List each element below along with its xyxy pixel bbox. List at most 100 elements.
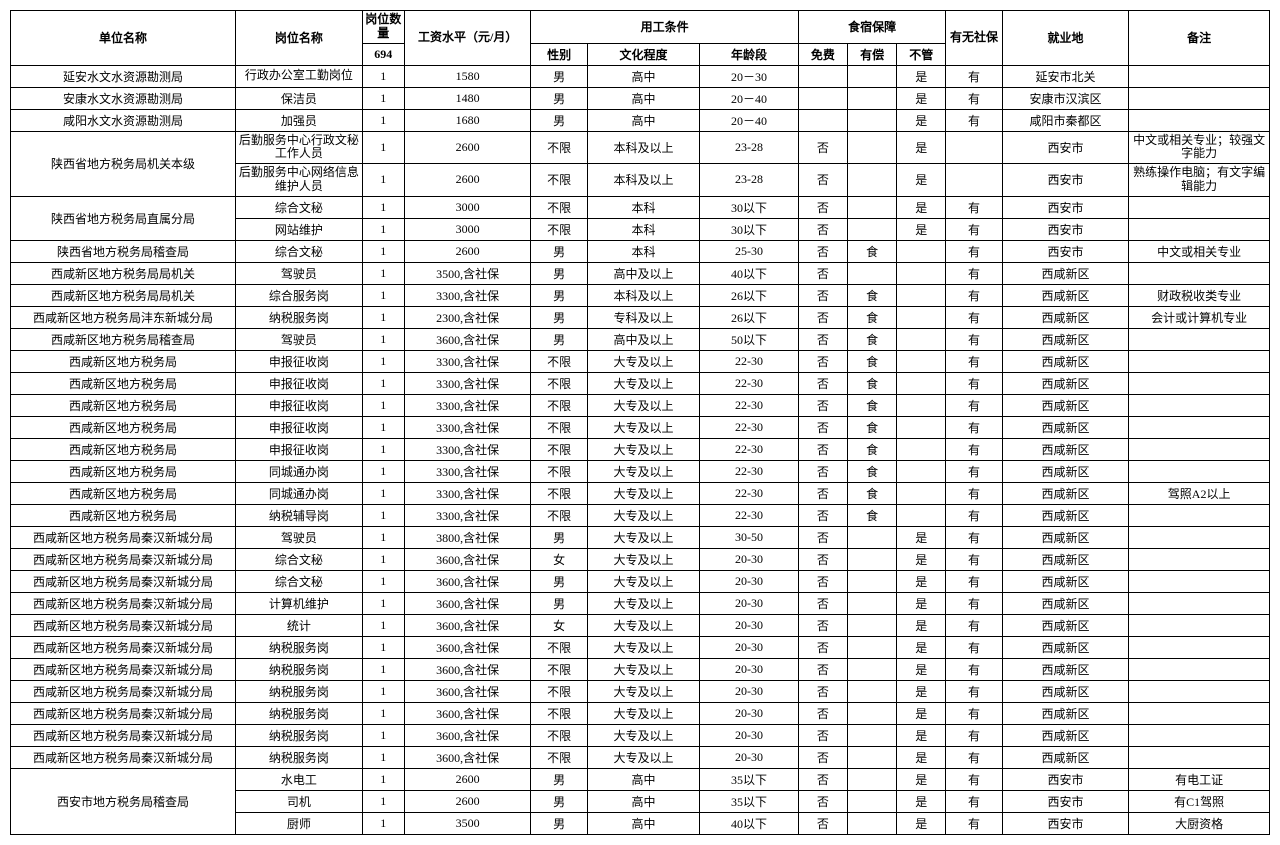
cell-none: 是 — [897, 680, 946, 702]
cell-paid: 食 — [847, 460, 896, 482]
hdr-paid: 有偿 — [847, 43, 896, 65]
cell-unit: 西咸新区地方税务局秦汉新城分局 — [11, 702, 236, 724]
cell-free: 否 — [798, 768, 847, 790]
hdr-free: 免费 — [798, 43, 847, 65]
cell-count: 1 — [362, 87, 404, 109]
cell-none — [897, 284, 946, 306]
cell-education: 大专及以上 — [587, 614, 700, 636]
cell-none — [897, 394, 946, 416]
cell-count: 1 — [362, 702, 404, 724]
cell-none: 是 — [897, 109, 946, 131]
cell-unit: 西咸新区地方税务局 — [11, 482, 236, 504]
cell-count: 1 — [362, 306, 404, 328]
cell-location: 西咸新区 — [1002, 724, 1129, 746]
hdr-room-board: 食宿保障 — [798, 11, 946, 44]
cell-count: 1 — [362, 614, 404, 636]
cell-age: 20-30 — [700, 702, 798, 724]
cell-location: 西咸新区 — [1002, 702, 1129, 724]
cell-unit: 西咸新区地方税务局局机关 — [11, 284, 236, 306]
cell-salary: 3500,含社保 — [404, 262, 531, 284]
cell-note — [1129, 196, 1270, 218]
cell-none — [897, 306, 946, 328]
hdr-position: 岗位名称 — [236, 11, 363, 66]
cell-age: 23-28 — [700, 131, 798, 164]
cell-location: 西咸新区 — [1002, 526, 1129, 548]
table-row: 西咸新区地方税务局秦汉新城分局综合文秘13600,含社保女大专及以上20-30否… — [11, 548, 1270, 570]
table-row: 西咸新区地方税务局申报征收岗13300,含社保不限大专及以上22-30否食有西咸… — [11, 372, 1270, 394]
cell-education: 大专及以上 — [587, 746, 700, 768]
cell-free: 否 — [798, 460, 847, 482]
cell-position: 驾驶员 — [236, 328, 363, 350]
cell-position: 同城通办岗 — [236, 482, 363, 504]
cell-position: 司机 — [236, 790, 363, 812]
cell-education: 大专及以上 — [587, 416, 700, 438]
cell-age: 40以下 — [700, 812, 798, 834]
cell-gender: 不限 — [531, 702, 587, 724]
table-row: 西咸新区地方税务局秦汉新城分局计算机维护13600,含社保男大专及以上20-30… — [11, 592, 1270, 614]
cell-unit: 西咸新区地方税务局沣东新城分局 — [11, 306, 236, 328]
cell-education: 大专及以上 — [587, 372, 700, 394]
cell-gender: 男 — [531, 812, 587, 834]
cell-gender: 男 — [531, 109, 587, 131]
cell-social-sec: 有 — [946, 592, 1002, 614]
cell-unit: 西咸新区地方税务局 — [11, 438, 236, 460]
cell-count: 1 — [362, 240, 404, 262]
cell-salary: 2600 — [404, 768, 531, 790]
cell-note — [1129, 372, 1270, 394]
cell-position: 综合服务岗 — [236, 284, 363, 306]
cell-free: 否 — [798, 350, 847, 372]
cell-position: 申报征收岗 — [236, 350, 363, 372]
cell-unit: 西咸新区地方税务局秦汉新城分局 — [11, 548, 236, 570]
cell-count: 1 — [362, 768, 404, 790]
cell-note — [1129, 702, 1270, 724]
hdr-salary: 工资水平（元/月） — [404, 11, 531, 66]
cell-none: 是 — [897, 614, 946, 636]
cell-free: 否 — [798, 636, 847, 658]
cell-education: 高中 — [587, 87, 700, 109]
hdr-age: 年龄段 — [700, 43, 798, 65]
cell-gender: 不限 — [531, 658, 587, 680]
cell-none: 是 — [897, 636, 946, 658]
cell-education: 大专及以上 — [587, 570, 700, 592]
cell-social-sec: 有 — [946, 768, 1002, 790]
cell-note — [1129, 636, 1270, 658]
cell-paid — [847, 526, 896, 548]
cell-social-sec: 有 — [946, 658, 1002, 680]
cell-salary: 3600,含社保 — [404, 328, 531, 350]
cell-paid: 食 — [847, 284, 896, 306]
cell-social-sec: 有 — [946, 746, 1002, 768]
table-row: 西咸新区地方税务局秦汉新城分局统计13600,含社保女大专及以上20-30否是有… — [11, 614, 1270, 636]
cell-paid — [847, 592, 896, 614]
cell-salary: 3600,含社保 — [404, 636, 531, 658]
cell-free: 否 — [798, 812, 847, 834]
cell-education: 大专及以上 — [587, 702, 700, 724]
cell-unit: 西咸新区地方税务局秦汉新城分局 — [11, 724, 236, 746]
cell-note — [1129, 416, 1270, 438]
cell-note — [1129, 746, 1270, 768]
cell-none: 是 — [897, 548, 946, 570]
cell-location: 西咸新区 — [1002, 460, 1129, 482]
cell-free: 否 — [798, 746, 847, 768]
cell-salary: 3600,含社保 — [404, 724, 531, 746]
cell-count: 1 — [362, 131, 404, 164]
cell-age: 20-30 — [700, 592, 798, 614]
cell-gender: 男 — [531, 284, 587, 306]
cell-gender: 男 — [531, 65, 587, 87]
cell-unit: 西咸新区地方税务局秦汉新城分局 — [11, 592, 236, 614]
cell-position: 纳税服务岗 — [236, 680, 363, 702]
cell-count: 1 — [362, 746, 404, 768]
cell-note — [1129, 548, 1270, 570]
cell-location: 安康市汉滨区 — [1002, 87, 1129, 109]
cell-social-sec: 有 — [946, 702, 1002, 724]
cell-age: 25-30 — [700, 240, 798, 262]
cell-free: 否 — [798, 394, 847, 416]
cell-note — [1129, 438, 1270, 460]
cell-location: 西咸新区 — [1002, 504, 1129, 526]
table-row: 西咸新区地方税务局申报征收岗13300,含社保不限大专及以上22-30否食有西咸… — [11, 416, 1270, 438]
cell-gender: 不限 — [531, 460, 587, 482]
cell-education: 专科及以上 — [587, 306, 700, 328]
cell-age: 35以下 — [700, 790, 798, 812]
cell-none — [897, 350, 946, 372]
cell-salary: 2600 — [404, 131, 531, 164]
cell-unit: 西咸新区地方税务局秦汉新城分局 — [11, 746, 236, 768]
